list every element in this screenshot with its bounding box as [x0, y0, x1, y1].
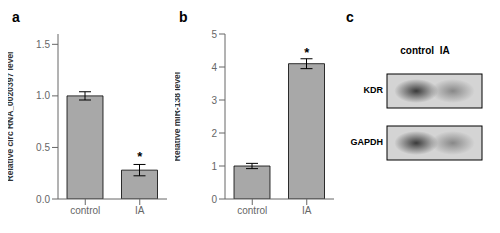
svg-text:Relative miR-138 level: Relative miR-138 level [175, 72, 182, 161]
svg-text:1.5: 1.5 [36, 39, 50, 50]
html-text:c: c [346, 9, 354, 25]
svg-text:control: control [237, 205, 267, 216]
html-text:a: a [12, 9, 20, 25]
svg-text:*: * [137, 149, 143, 164]
svg-text:4: 4 [211, 62, 217, 73]
svg-text:3: 3 [211, 95, 217, 106]
svg-text:GAPDH: GAPDH [350, 137, 383, 147]
html-text:b: b [179, 9, 188, 25]
svg-text:5: 5 [211, 29, 217, 40]
svg-text:1.0: 1.0 [36, 90, 50, 101]
svg-text:Relative circ RNA_0020397 leve: Relative circ RNA_0020397 level [8, 52, 15, 182]
svg-text:0: 0 [211, 194, 217, 205]
svg-text:2: 2 [211, 128, 217, 139]
svg-text:0.0: 0.0 [36, 194, 50, 205]
svg-text:0.5: 0.5 [36, 142, 50, 153]
svg-text:IA: IA [302, 205, 312, 216]
svg-text:control IA: control IA [400, 45, 449, 56]
svg-text:IA: IA [135, 205, 145, 216]
svg-text:control: control [70, 205, 100, 216]
svg-text:1: 1 [211, 161, 217, 172]
svg-text:*: * [304, 45, 310, 60]
svg-text:KDR: KDR [364, 85, 384, 95]
